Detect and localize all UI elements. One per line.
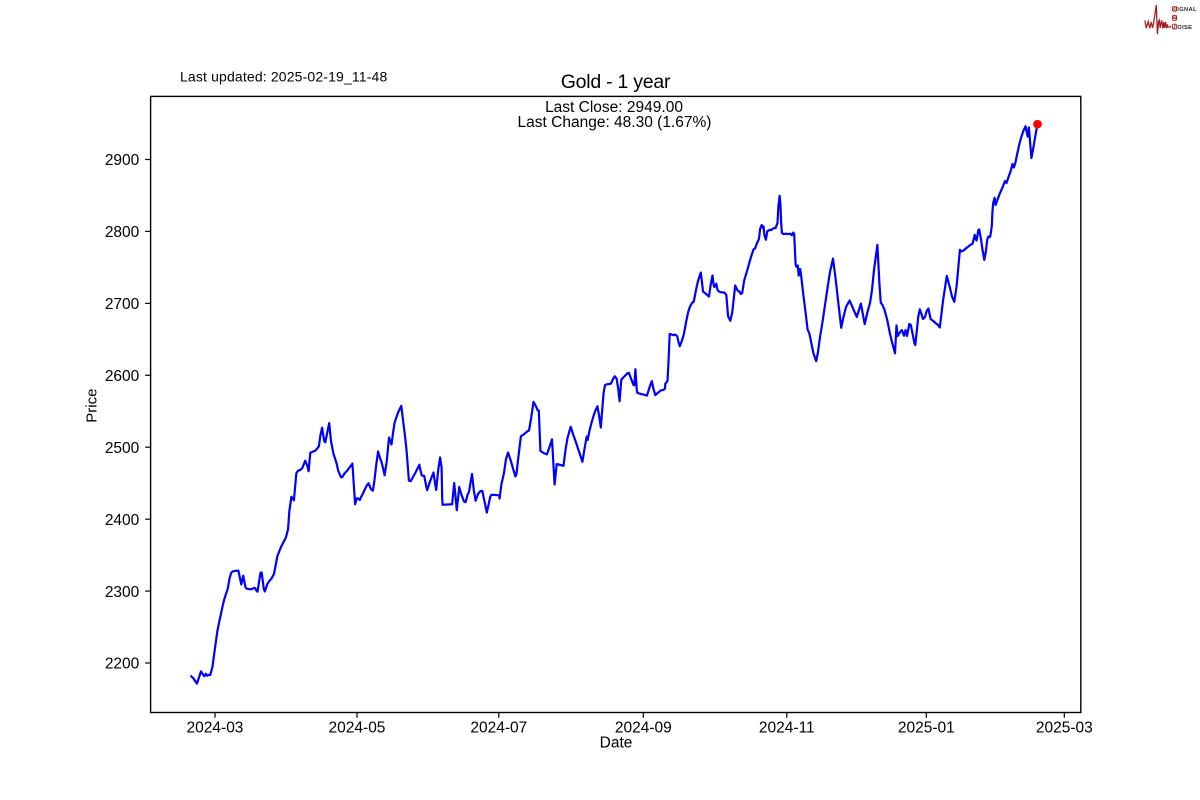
svg-text:Price: Price — [84, 389, 101, 423]
svg-text:2: 2 — [1173, 16, 1176, 22]
svg-text:Gold - 1 year: Gold - 1 year — [561, 71, 671, 93]
svg-text:2025-01: 2025-01 — [898, 720, 955, 737]
svg-text:2800: 2800 — [105, 224, 140, 241]
svg-text:2200: 2200 — [105, 656, 140, 673]
svg-text:2500: 2500 — [105, 440, 140, 457]
svg-text:N: N — [1173, 25, 1177, 31]
svg-text:2024-09: 2024-09 — [615, 720, 672, 737]
svg-text:Last Change: 48.30 (1.67%): Last Change: 48.30 (1.67%) — [518, 114, 712, 131]
svg-text:2024-05: 2024-05 — [329, 720, 386, 737]
svg-text:2024-03: 2024-03 — [187, 720, 244, 737]
svg-text:2700: 2700 — [105, 296, 140, 313]
svg-text:2024-07: 2024-07 — [470, 720, 527, 737]
svg-text:2025-03: 2025-03 — [1036, 720, 1093, 737]
svg-text:S: S — [1173, 7, 1177, 13]
svg-text:2600: 2600 — [105, 368, 140, 385]
svg-text:2024-11: 2024-11 — [759, 720, 815, 737]
svg-text:2400: 2400 — [105, 512, 140, 529]
svg-text:Last Close: 2949.00: Last Close: 2949.00 — [545, 99, 683, 116]
svg-text:IGNAL: IGNAL — [1177, 7, 1197, 13]
svg-text:Last updated: 2025-02-19_11-48: Last updated: 2025-02-19_11-48 — [180, 69, 387, 85]
svg-text:OISE: OISE — [1177, 25, 1192, 31]
svg-text:2900: 2900 — [105, 152, 140, 169]
svg-text:2300: 2300 — [105, 584, 140, 601]
svg-text:Date: Date — [600, 735, 633, 752]
